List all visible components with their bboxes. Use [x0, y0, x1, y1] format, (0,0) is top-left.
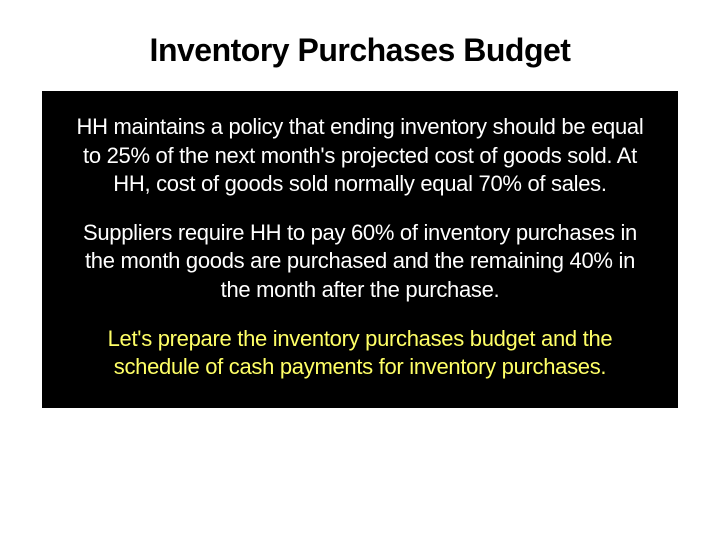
- paragraph-supplier-terms: Suppliers require HH to pay 60% of inven…: [74, 219, 646, 305]
- slide-title: Inventory Purchases Budget: [20, 32, 700, 69]
- paragraph-call-to-action: Let's prepare the inventory purchases bu…: [74, 325, 646, 382]
- slide-container: Inventory Purchases Budget HH maintains …: [0, 0, 720, 540]
- content-box: HH maintains a policy that ending invent…: [42, 91, 678, 408]
- paragraph-policy: HH maintains a policy that ending invent…: [74, 113, 646, 199]
